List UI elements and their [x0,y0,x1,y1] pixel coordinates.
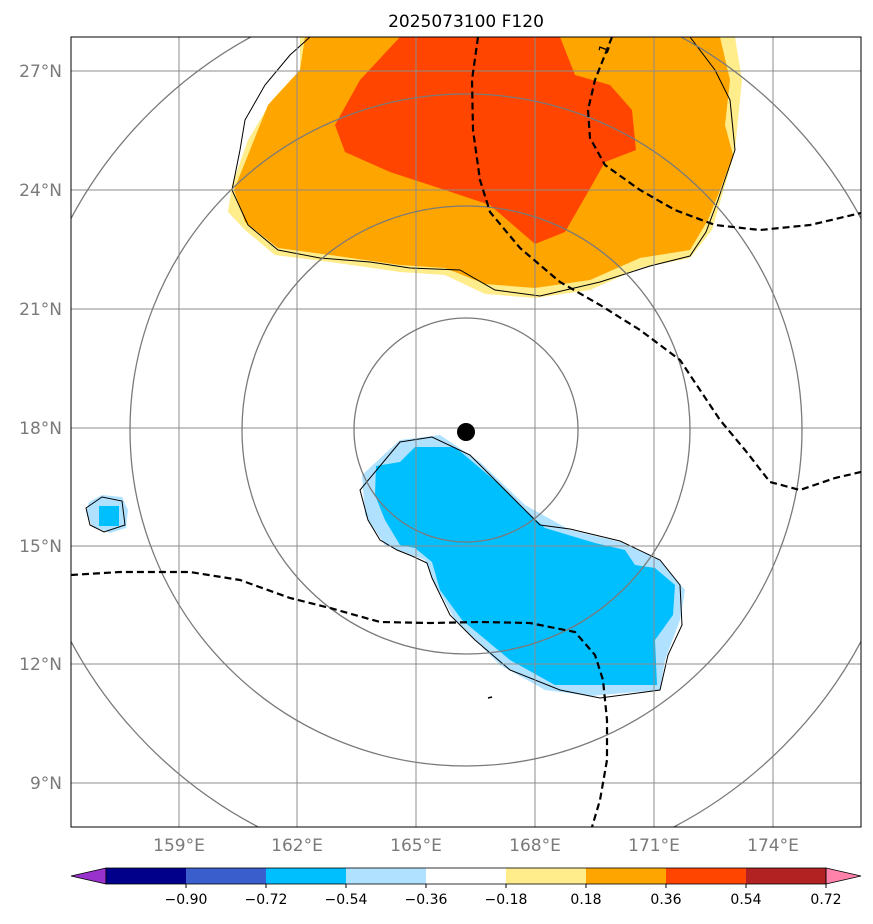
lon-label: 174°E [747,836,799,856]
colorbar-label: −0.54 [325,892,368,908]
colorbar-segment [586,868,667,884]
colorbar-extend-low [70,867,107,885]
lon-label: 162°E [271,836,323,856]
colorbar-outline [105,867,827,885]
colorbar-label: 0.36 [650,892,681,908]
lon-label: 165°E [390,836,442,856]
graticule [71,37,861,827]
lon-label: 168°E [509,836,561,856]
small-negative-anomaly-core [99,506,119,526]
dashed-contours [71,37,861,827]
zero-contour-small [85,496,126,533]
lat-label: 21°N [19,300,62,320]
lat-label: 27°N [19,62,62,82]
colorbar-label: 0.18 [570,892,601,908]
colorbar-segment [346,868,427,884]
lon-label: 171°E [628,836,680,856]
colorbar-segment [186,868,267,884]
colorbar-label: −0.36 [405,892,448,908]
negative-anomaly-core [375,447,675,685]
colorbar-segment [506,868,587,884]
storm-center-marker [457,423,475,441]
small-contour-tick [487,696,493,699]
dashed-contour-north [470,37,861,492]
positive-anomaly-core [335,37,636,244]
range-rings [71,37,861,827]
colorbar: −0.90 −0.72 −0.54 −0.36 −0.18 0.18 0.36 0.54 0.7… [70,867,862,908]
colorbar-label: 0.72 [810,892,841,908]
latitude-labels: 27°N 24°N 21°N 18°N 15°N 12°N 9°N [19,62,62,794]
map-area: 1 [71,37,861,827]
lat-label: 24°N [19,181,62,201]
lon-label: 159°E [153,836,205,856]
colorbar-segment [106,868,187,884]
colorbar-label: −0.90 [165,892,208,908]
colorbar-extend-high [825,867,862,885]
colorbar-label: −0.72 [245,892,288,908]
longitude-labels: 159°E 162°E 165°E 168°E 171°E 174°E [153,836,799,856]
colorbar-segment [266,868,347,884]
zero-contour-south [359,436,683,699]
colorbar-label: −0.18 [485,892,528,908]
colorbar-segment [426,868,507,884]
colorbar-segment [746,868,827,884]
colorbar-label: 0.54 [730,892,761,908]
lat-label: 18°N [19,419,62,439]
lat-label: 9°N [30,774,62,794]
zero-contour-north [231,37,736,297]
lat-label: 15°N [19,537,62,557]
figure-title: 2025073100 F120 [388,12,544,32]
colorbar-segment [666,868,747,884]
dashed-contour-northeast [586,37,861,232]
map-frame [70,36,862,828]
dashed-contour-south [71,570,609,827]
lat-label: 12°N [19,655,62,675]
